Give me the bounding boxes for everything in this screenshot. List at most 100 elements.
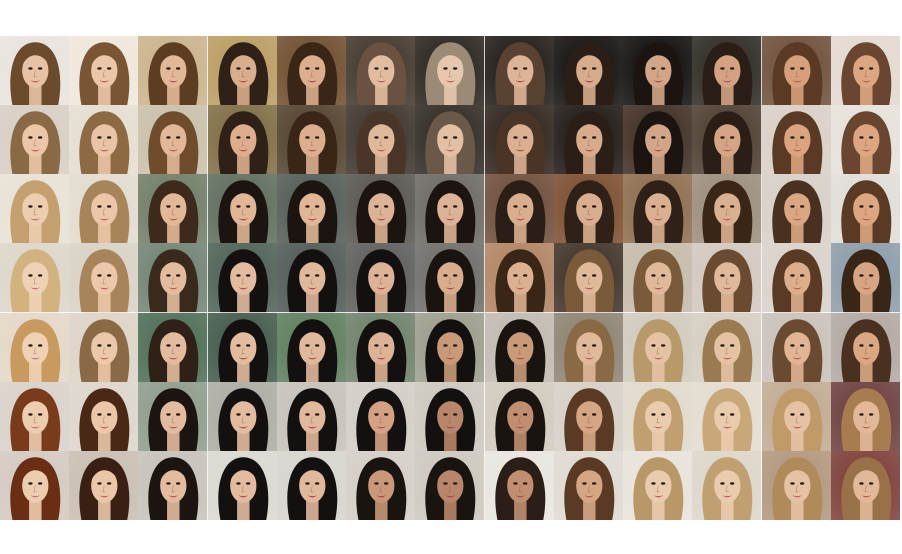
hair-fringe bbox=[159, 394, 188, 413]
eye-shape bbox=[453, 482, 458, 485]
eye-shape bbox=[868, 205, 874, 209]
eye-shape bbox=[720, 136, 725, 139]
mouth-shape bbox=[515, 149, 525, 152]
neck-shape bbox=[375, 224, 388, 244]
face-thumbnail bbox=[415, 381, 485, 451]
eye-shape bbox=[176, 482, 181, 485]
eye-shape bbox=[789, 274, 795, 278]
face-thumbnail bbox=[692, 312, 762, 382]
face-image bbox=[346, 381, 416, 451]
mouth-shape bbox=[238, 495, 248, 498]
face-thumbnail bbox=[276, 312, 347, 382]
nose-shape bbox=[379, 139, 383, 147]
face-image bbox=[0, 450, 70, 520]
mouth-shape bbox=[168, 495, 179, 498]
hair-fringe bbox=[21, 186, 50, 205]
eye-shape bbox=[443, 136, 449, 139]
neck-shape bbox=[98, 500, 111, 520]
hair-fringe bbox=[159, 255, 188, 274]
face-thumbnail bbox=[692, 174, 762, 244]
mouth-shape bbox=[515, 356, 525, 359]
eye-shape bbox=[176, 274, 181, 278]
face-shape bbox=[160, 260, 187, 296]
eye-shape bbox=[305, 67, 310, 70]
nose-shape bbox=[172, 277, 176, 285]
eye-shape bbox=[661, 274, 666, 278]
eye-shape bbox=[305, 205, 310, 209]
eye-shape bbox=[374, 67, 379, 70]
hair-fringe bbox=[298, 255, 327, 274]
neck-shape bbox=[513, 431, 527, 451]
nose-shape bbox=[656, 208, 660, 216]
eye-shape bbox=[651, 136, 656, 139]
mouth-shape bbox=[376, 80, 387, 83]
neck-shape bbox=[236, 362, 250, 382]
face-thumbnail bbox=[69, 243, 139, 313]
eye-shape bbox=[512, 205, 518, 209]
eye-shape bbox=[859, 274, 864, 278]
face-thumbnail bbox=[276, 105, 347, 175]
hair-fringe bbox=[159, 48, 188, 67]
eye-shape bbox=[522, 274, 527, 278]
face-image bbox=[276, 174, 347, 244]
mouth-shape bbox=[238, 218, 248, 221]
neck-shape bbox=[859, 224, 873, 244]
hair-fringe bbox=[782, 255, 811, 274]
nose-shape bbox=[448, 347, 453, 354]
mouth-shape bbox=[861, 356, 871, 359]
nose-shape bbox=[656, 485, 660, 492]
face-image bbox=[623, 36, 693, 106]
mouth-shape bbox=[791, 425, 802, 429]
eye-shape bbox=[176, 205, 181, 209]
neck-shape bbox=[167, 293, 180, 313]
face-thumbnail bbox=[0, 312, 70, 382]
neck-shape bbox=[444, 362, 457, 382]
eye-shape bbox=[37, 274, 43, 278]
mouth-shape bbox=[861, 425, 871, 429]
face-interpolation-grid bbox=[0, 36, 900, 520]
hair-fringe bbox=[436, 463, 465, 482]
nose-shape bbox=[518, 485, 522, 492]
eye-shape bbox=[730, 412, 735, 416]
eye-shape bbox=[453, 274, 458, 278]
eye-shape bbox=[384, 412, 389, 416]
eye-shape bbox=[314, 343, 320, 347]
mouth-shape bbox=[584, 425, 594, 429]
face-thumbnail bbox=[0, 243, 70, 313]
eye-shape bbox=[730, 482, 735, 485]
face-image bbox=[761, 174, 831, 244]
mouth-shape bbox=[722, 287, 733, 290]
neck-shape bbox=[98, 293, 111, 313]
face-thumbnail bbox=[484, 243, 554, 313]
face-shape bbox=[783, 53, 810, 88]
eye-shape bbox=[651, 412, 656, 416]
eye-shape bbox=[443, 482, 449, 485]
face-image bbox=[138, 36, 208, 106]
face-image bbox=[207, 312, 277, 382]
face-image bbox=[207, 174, 277, 244]
nose-shape bbox=[656, 139, 660, 147]
eye-shape bbox=[868, 412, 874, 416]
hair-fringe bbox=[506, 117, 534, 136]
nose-shape bbox=[310, 70, 314, 78]
nose-shape bbox=[379, 208, 383, 216]
nose-shape bbox=[102, 416, 106, 423]
eye-shape bbox=[384, 343, 389, 347]
face-shape bbox=[783, 260, 810, 296]
hair-fringe bbox=[159, 186, 188, 205]
mouth-shape bbox=[376, 425, 387, 429]
nose-shape bbox=[448, 485, 453, 492]
hair-fringe bbox=[644, 394, 673, 413]
eye-shape bbox=[176, 343, 181, 347]
eye-shape bbox=[453, 67, 458, 70]
neck-shape bbox=[236, 500, 250, 520]
eye-shape bbox=[522, 412, 527, 416]
mouth-shape bbox=[653, 218, 664, 221]
face-image bbox=[415, 174, 485, 244]
eye-shape bbox=[591, 412, 597, 416]
face-image bbox=[415, 105, 485, 175]
face-thumbnail bbox=[69, 36, 139, 106]
face-shape bbox=[783, 329, 810, 365]
eye-shape bbox=[245, 136, 251, 139]
nose-shape bbox=[518, 70, 522, 78]
